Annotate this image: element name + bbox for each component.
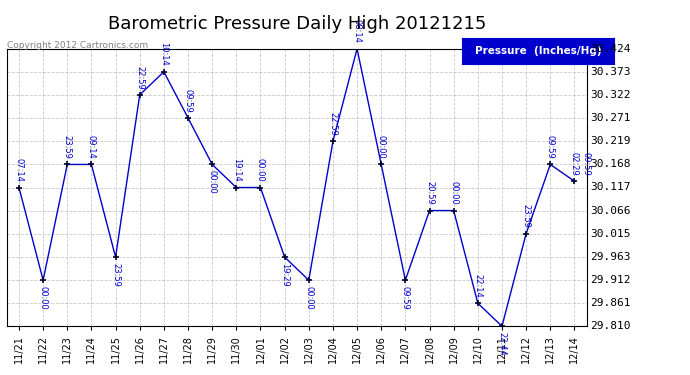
Text: 23:59: 23:59 — [111, 262, 120, 286]
Text: 09:59: 09:59 — [184, 88, 193, 112]
Text: 09:59: 09:59 — [546, 135, 555, 159]
Text: 29.861: 29.861 — [590, 298, 631, 308]
Text: 22:59: 22:59 — [135, 66, 144, 89]
Text: 00:00: 00:00 — [256, 158, 265, 182]
Text: 30.117: 30.117 — [590, 183, 631, 192]
Text: Copyright 2012 Cartronics.com: Copyright 2012 Cartronics.com — [7, 41, 148, 50]
Text: 30.219: 30.219 — [590, 136, 631, 146]
Text: Pressure  (Inches/Hg): Pressure (Inches/Hg) — [475, 46, 602, 56]
Text: 22:59: 22:59 — [328, 112, 337, 136]
Text: 30.271: 30.271 — [590, 113, 631, 123]
Text: 09:59: 09:59 — [401, 286, 410, 309]
Text: 00:00: 00:00 — [449, 181, 458, 205]
Text: 00:00: 00:00 — [208, 170, 217, 194]
Text: 30.066: 30.066 — [590, 206, 631, 216]
Text: 22:44: 22:44 — [497, 332, 506, 356]
Text: 00:00: 00:00 — [39, 286, 48, 309]
Text: 30.015: 30.015 — [590, 229, 631, 238]
Text: 30.168: 30.168 — [590, 159, 631, 170]
Text: 09:59: 09:59 — [581, 152, 590, 176]
Text: 09:14: 09:14 — [87, 135, 96, 159]
Text: 02:29: 02:29 — [570, 152, 579, 176]
Text: 23:59: 23:59 — [63, 135, 72, 159]
Text: Barometric Pressure Daily High 20121215: Barometric Pressure Daily High 20121215 — [108, 15, 486, 33]
Text: 19:14: 19:14 — [232, 158, 241, 182]
Text: 30.322: 30.322 — [590, 90, 631, 100]
Text: 30.424: 30.424 — [590, 44, 631, 54]
Text: 00:00: 00:00 — [304, 286, 313, 309]
Text: 07:14: 07:14 — [14, 158, 23, 182]
Text: 29.963: 29.963 — [590, 252, 631, 262]
Text: 10:14: 10:14 — [159, 42, 168, 66]
Text: 23:59: 23:59 — [522, 204, 531, 228]
Text: 29.810: 29.810 — [590, 321, 631, 331]
Text: 30.373: 30.373 — [590, 67, 631, 77]
Text: 29.912: 29.912 — [590, 275, 631, 285]
Text: 00:00: 00:00 — [377, 135, 386, 159]
Text: 08:14: 08:14 — [353, 20, 362, 43]
Text: 20:59: 20:59 — [425, 181, 434, 205]
Text: 22:14: 22:14 — [473, 274, 482, 298]
Text: 19:29: 19:29 — [280, 262, 289, 286]
